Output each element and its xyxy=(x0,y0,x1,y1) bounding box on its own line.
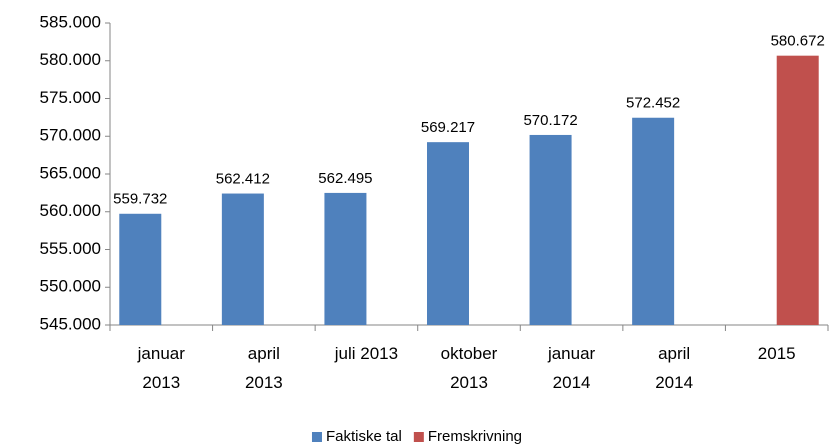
x-tick-label: april 2013 xyxy=(245,344,283,392)
y-tick-label: 585.000 xyxy=(40,12,101,31)
value-label: 580.672 xyxy=(771,33,825,50)
value-label: 562.412 xyxy=(216,171,270,188)
x-tick-label-line: januar xyxy=(137,344,186,363)
y-tick-label: 565.000 xyxy=(40,163,101,182)
bar xyxy=(427,142,469,325)
x-tick-label-line: 2013 xyxy=(450,373,488,392)
x-tick-label: juli 2013 xyxy=(334,344,398,363)
x-tick-label-line: april xyxy=(248,344,280,363)
bar xyxy=(119,213,162,325)
y-tick-label: 570.000 xyxy=(40,126,101,145)
value-label: 572.452 xyxy=(626,95,680,112)
x-tick-label-line: oktober xyxy=(441,344,498,363)
value-label: 562.495 xyxy=(318,170,372,187)
x-tick-label: januar 2013 xyxy=(137,344,186,392)
y-tick-label: 545.000 xyxy=(40,314,101,333)
bar xyxy=(324,192,367,325)
value-label: 559.732 xyxy=(113,191,167,208)
bar xyxy=(221,193,264,325)
x-tick-label-line: juli 2013 xyxy=(334,344,398,363)
x-tick-label: 2015 xyxy=(758,344,796,363)
legend-swatch xyxy=(311,432,322,442)
y-tick-label: 550.000 xyxy=(40,277,101,296)
x-tick-label: januar 2014 xyxy=(547,344,596,392)
x-tick-label-line: 2014 xyxy=(553,373,591,392)
value-label: 569.217 xyxy=(421,119,475,136)
y-tick-label: 555.000 xyxy=(40,239,101,258)
legend-swatch xyxy=(413,432,424,442)
y-tick-label: 575.000 xyxy=(40,88,101,107)
x-tick-label: april 2014 xyxy=(655,344,693,392)
bar xyxy=(632,117,675,325)
legend-label: Faktiske tal xyxy=(326,428,402,445)
x-tick-label: oktober 2013 xyxy=(441,344,498,392)
x-tick-label-line: 2013 xyxy=(142,373,180,392)
x-tick-label-line: 2013 xyxy=(245,373,283,392)
y-tick-label: 560.000 xyxy=(40,201,101,220)
x-tick-label-line: 2014 xyxy=(655,373,693,392)
x-tick-label-line: januar xyxy=(547,344,596,363)
bar xyxy=(529,134,572,325)
x-tick-label-line: 2015 xyxy=(758,344,796,363)
x-tick-label-line: april xyxy=(658,344,690,363)
y-tick-label: 580.000 xyxy=(40,50,101,69)
bar xyxy=(776,55,819,326)
value-label: 570.172 xyxy=(523,112,577,129)
legend-label: Fremskrivning xyxy=(428,428,522,445)
